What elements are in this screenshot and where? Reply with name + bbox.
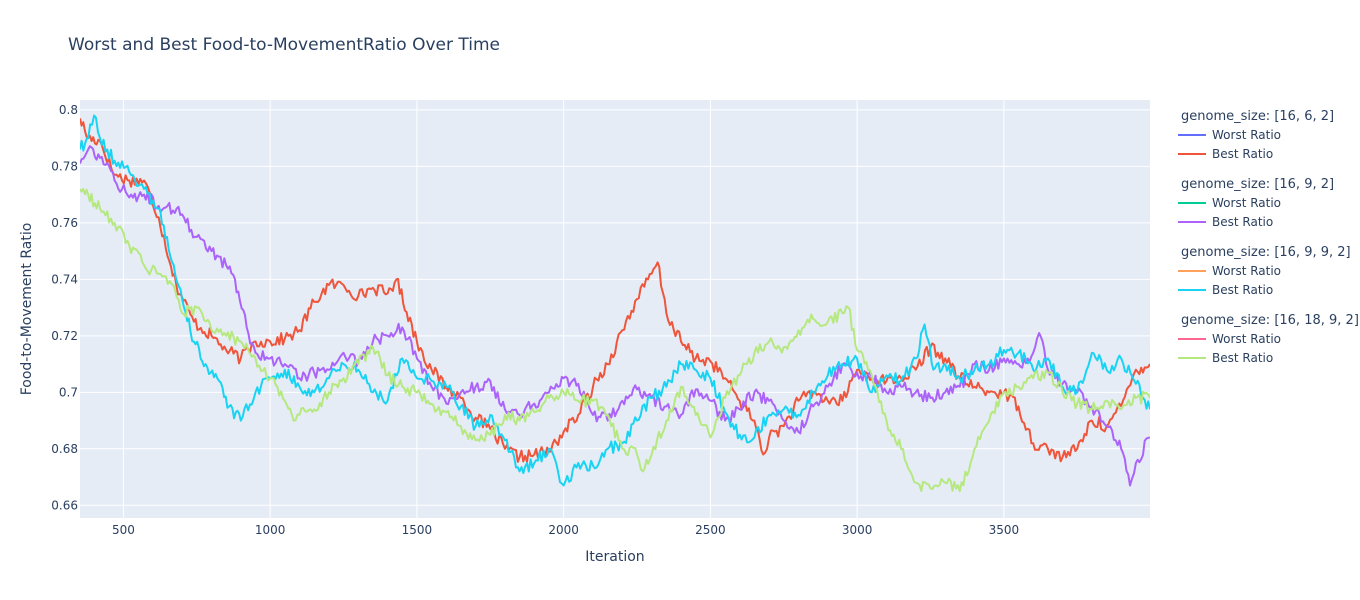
plot-area	[80, 100, 1150, 518]
legend-group-title: genome_size: [16, 9, 2]	[1181, 177, 1334, 192]
legend-item-label: Worst Ratio	[1212, 196, 1281, 210]
legend-group-title: genome_size: [16, 18, 9, 2]	[1181, 313, 1359, 328]
chart-title: Worst and Best Food-to-MovementRatio Ove…	[68, 35, 500, 55]
y-tick-label: 0.72	[51, 329, 78, 343]
y-axis-title: Food-to-Movement Ratio	[19, 223, 35, 396]
x-tick-label: 1000	[255, 523, 286, 537]
y-tick-label: 0.74	[51, 272, 78, 286]
legend-item-label: Best Ratio	[1212, 147, 1273, 161]
y-tick-label: 0.76	[51, 216, 78, 230]
y-tick-label: 0.68	[51, 442, 78, 456]
x-tick-label: 2000	[548, 523, 579, 537]
series-lines	[80, 114, 1150, 493]
y-tick-label: 0.8	[59, 103, 78, 117]
legend-item-label: Best Ratio	[1212, 351, 1273, 365]
x-tick-label: 3500	[989, 523, 1020, 537]
legend-group-title: genome_size: [16, 9, 9, 2]	[1181, 245, 1351, 260]
legend-item-label: Best Ratio	[1212, 215, 1273, 229]
series-line	[80, 118, 1150, 463]
series-line	[80, 114, 1150, 487]
x-tick-label: 3000	[842, 523, 873, 537]
y-tick-label: 0.78	[51, 159, 78, 173]
x-tick-label: 2500	[695, 523, 726, 537]
x-axis-ticks: 500 1000 1500 2000 2500 3000 3500	[112, 523, 1019, 537]
series-line	[80, 188, 1150, 493]
legend-group-title: genome_size: [16, 6, 2]	[1181, 109, 1334, 124]
y-axis-ticks: 0.66 0.68 0.7 0.72 0.74 0.76 0.78 0.8	[51, 103, 78, 512]
y-tick-label: 0.7	[59, 385, 78, 399]
legend-item-label: Best Ratio	[1212, 283, 1273, 297]
legend-item-label: Worst Ratio	[1212, 128, 1281, 142]
x-axis-title: Iteration	[585, 549, 644, 565]
y-tick-label: 0.66	[51, 498, 78, 512]
x-tick-label: 500	[112, 523, 135, 537]
legend: genome_size: [16, 6, 2] Worst Ratio Best R…	[1178, 109, 1359, 365]
legend-item-label: Worst Ratio	[1212, 264, 1281, 278]
x-tick-label: 1500	[402, 523, 433, 537]
legend-item-label: Worst Ratio	[1212, 332, 1281, 346]
